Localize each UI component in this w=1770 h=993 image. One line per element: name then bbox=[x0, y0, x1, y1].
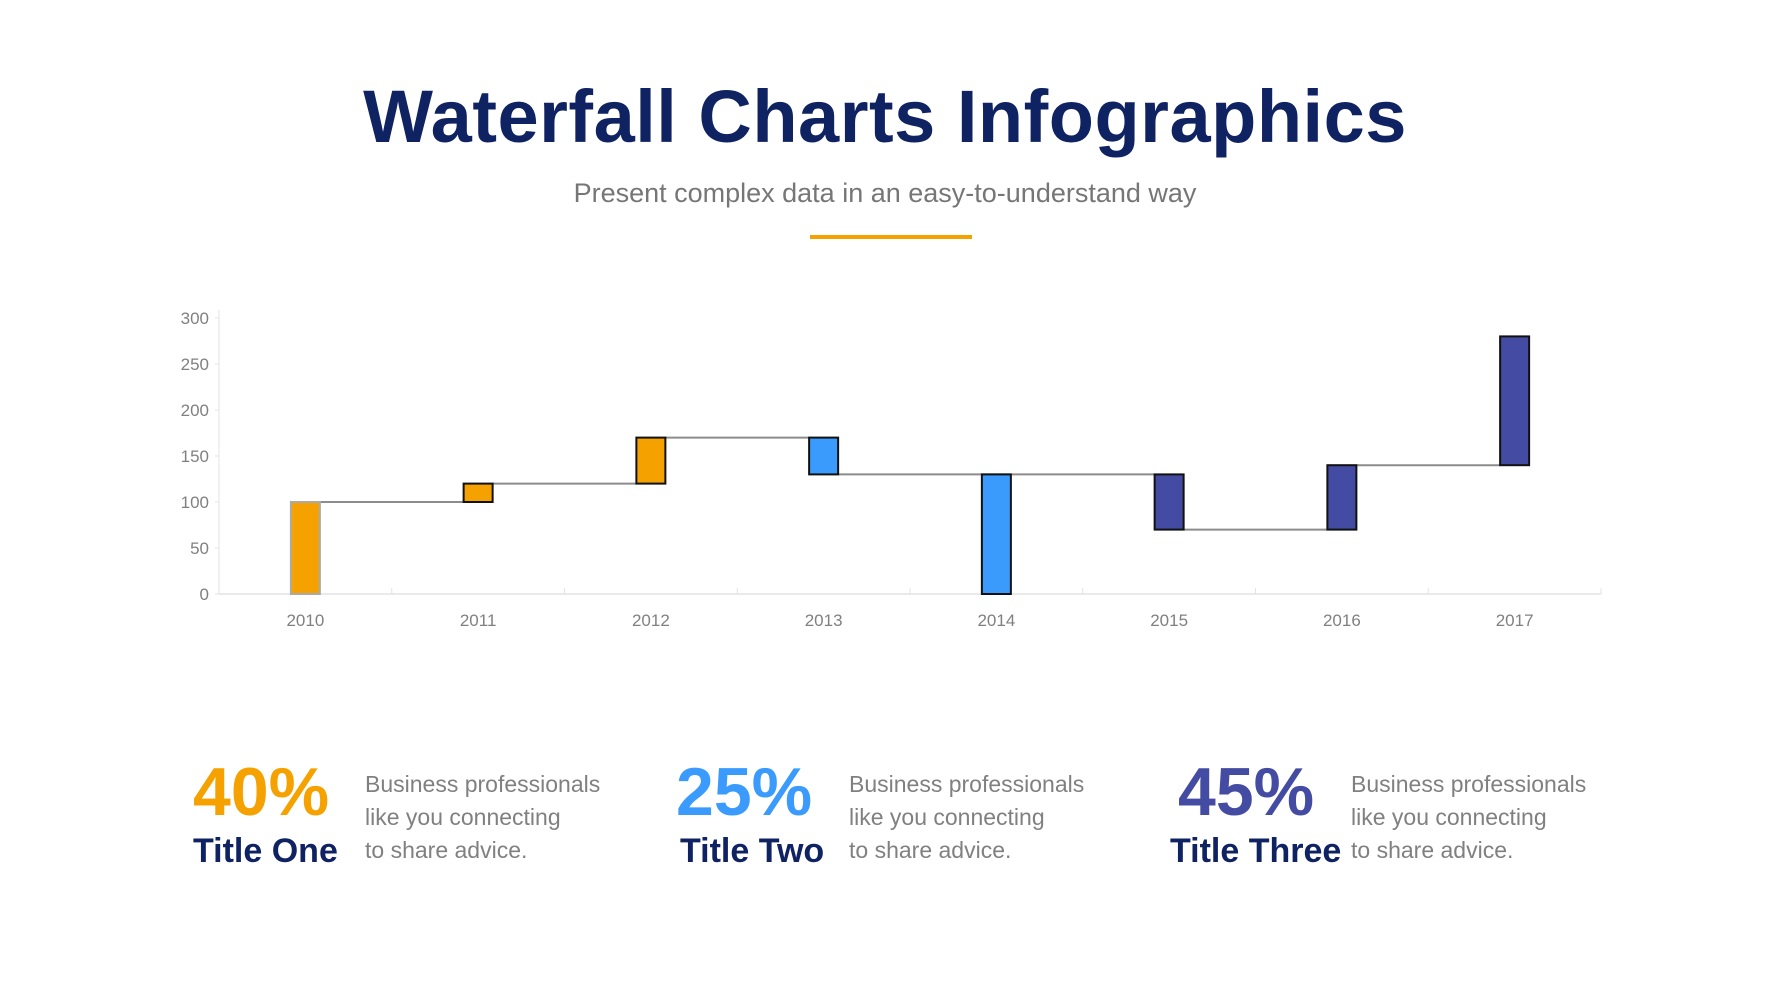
bar-2013 bbox=[808, 436, 840, 476]
bar-2012 bbox=[635, 436, 667, 485]
stat-value: 25% bbox=[676, 754, 813, 830]
bar-2016 bbox=[1326, 464, 1358, 531]
desc-line: to share advice. bbox=[1351, 837, 1514, 863]
desc-line: to share advice. bbox=[365, 837, 528, 863]
page-subtitle: Present complex data in an easy-to-under… bbox=[573, 178, 1197, 208]
y-tick-label: 200 bbox=[181, 401, 209, 420]
title-divider bbox=[810, 235, 972, 239]
desc-line: like you connecting bbox=[1351, 804, 1547, 830]
desc-line: like you connecting bbox=[849, 804, 1045, 830]
stat-title: Title Two bbox=[680, 832, 825, 870]
stat-description: Business professionals like you connecti… bbox=[849, 768, 1109, 867]
stat-value: 45% bbox=[1178, 754, 1315, 830]
x-tick-label: 2010 bbox=[286, 611, 324, 630]
bar-2010 bbox=[289, 501, 321, 595]
y-tick-label: 300 bbox=[181, 309, 209, 328]
stat-description: Business professionals like you connecti… bbox=[365, 768, 625, 867]
desc-line: Business professionals bbox=[849, 771, 1085, 797]
desc-line: to share advice. bbox=[849, 837, 1012, 863]
y-tick-label: 100 bbox=[181, 493, 209, 512]
stat-value: 40% bbox=[193, 754, 330, 830]
page-title: Waterfall Charts Infographics bbox=[363, 75, 1407, 158]
y-tick-label: 0 bbox=[200, 585, 209, 604]
waterfall-chart: 0 50 100 150 200 250 300 2010 2011 2012 2013 2014 20… bbox=[181, 309, 1602, 630]
bar-2015 bbox=[1153, 473, 1185, 531]
desc-line: Business professionals bbox=[365, 771, 601, 797]
desc-line: like you connecting bbox=[365, 804, 561, 830]
stat-description: Business professionals like you connecti… bbox=[1351, 768, 1611, 867]
y-tick-label: 50 bbox=[190, 539, 209, 558]
bar-2011 bbox=[462, 482, 494, 504]
bar-2017 bbox=[1499, 335, 1531, 467]
stat-title: Title One bbox=[193, 832, 338, 870]
stat-title: Title Three bbox=[1170, 832, 1342, 870]
x-tick-label: 2017 bbox=[1496, 611, 1534, 630]
x-tick-label: 2015 bbox=[1150, 611, 1188, 630]
desc-line: Business professionals bbox=[1351, 771, 1587, 797]
y-tick-label: 250 bbox=[181, 355, 209, 374]
x-tick-label: 2016 bbox=[1323, 611, 1361, 630]
bar-2014 bbox=[980, 473, 1012, 595]
x-tick-label: 2012 bbox=[632, 611, 670, 630]
x-tick-label: 2014 bbox=[977, 611, 1015, 630]
x-tick-label: 2013 bbox=[805, 611, 843, 630]
x-tick-label: 2011 bbox=[460, 611, 497, 630]
y-tick-label: 150 bbox=[181, 447, 209, 466]
